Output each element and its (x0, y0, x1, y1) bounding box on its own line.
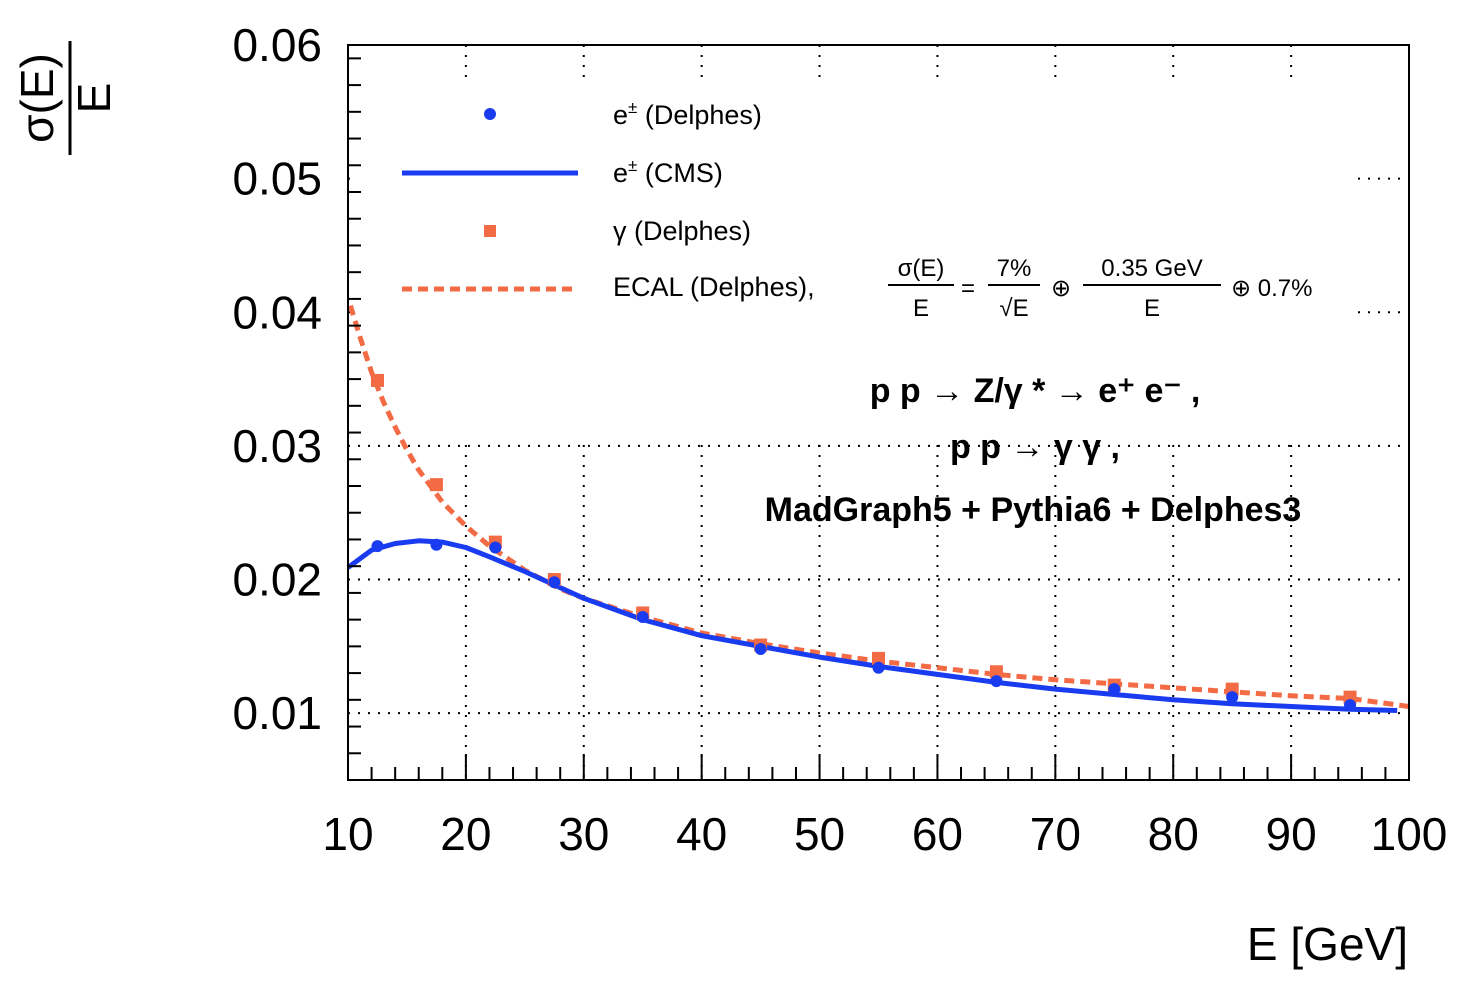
x-tick-labels: 10 20 30 40 50 60 70 80 90 100 (322, 808, 1447, 860)
x-axis-title: E [GeV] (1247, 918, 1408, 970)
y-tick-labels: 0.01 0.02 0.03 0.04 0.05 0.06 (232, 19, 322, 739)
plot-frame (347, 44, 1410, 781)
y-tick-label: 0.01 (232, 687, 322, 739)
x-tick-label: 80 (1148, 808, 1199, 860)
y-tick-label: 0.02 (232, 554, 322, 606)
y-axis-title: σ(E) E (11, 41, 120, 155)
annotation-diphoton: p p → γ γ , (950, 428, 1120, 466)
formula-oplus-constant: ⊕ 0.7% (1231, 275, 1312, 302)
formula-term1-denominator: √E (999, 295, 1028, 322)
x-tick-label: 90 (1266, 808, 1317, 860)
electron-data-point (489, 541, 502, 554)
legend-marker-electron-delphes (484, 108, 496, 120)
resolution-formula: σ(E) E = 7% √E ⊕ 0.35 GeV E ⊕ 0.7% (888, 255, 1312, 322)
x-tick-label: 50 (794, 808, 845, 860)
plot-series (346, 304, 1410, 713)
x-tick-label: 10 (322, 808, 373, 860)
electron-data-point (430, 538, 443, 551)
formula-lhs-numerator: σ(E) (898, 255, 945, 282)
x-tick-label: 70 (1030, 808, 1081, 860)
legend-label-electron-cms: e± (CMS) (613, 156, 723, 188)
y-tick-label: 0.04 (232, 286, 322, 338)
electron-data-point (548, 576, 561, 589)
photon-data-point (429, 478, 443, 492)
electron-data-point (636, 610, 649, 623)
electron-data-point (1344, 699, 1357, 712)
x-tick-label: 30 (558, 808, 609, 860)
electron-data-point (754, 643, 767, 656)
y-tick-label: 0.03 (232, 420, 322, 472)
x-tick-label: 60 (912, 808, 963, 860)
legend-marker-photon-delphes (484, 225, 496, 237)
formula-term1-numerator: 7% (997, 255, 1032, 282)
electron-data-point (872, 661, 885, 674)
x-tick-label: 40 (676, 808, 727, 860)
annotation-generators: MadGraph5 + Pythia6 + Delphes3 (765, 491, 1302, 529)
axis-ticks (347, 57, 1410, 781)
legend: e± (Delphes) e± (CMS) γ (Delphes) ECAL (… (402, 98, 1312, 322)
y-tick-label: 0.06 (232, 19, 322, 71)
electron-data-point (990, 675, 1003, 688)
formula-oplus-1: ⊕ (1051, 275, 1071, 302)
y-axis-title-numerator: σ(E) (11, 53, 63, 143)
x-tick-label: 20 (440, 808, 491, 860)
legend-background (352, 84, 1352, 444)
y-tick-label: 0.05 (232, 153, 322, 205)
photon-data-point (872, 651, 885, 665)
y-axis-title-denominator: E (68, 83, 120, 114)
legend-label-photon-delphes: γ (Delphes) (613, 216, 751, 246)
photon-data-point (370, 373, 384, 387)
legend-label-ecal-delphes: ECAL (Delphes), (613, 272, 815, 302)
photon-data-point (989, 665, 1003, 679)
electron-data-point (371, 540, 384, 553)
formula-equals: = (961, 275, 975, 302)
formula-term2-numerator: 0.35 GeV (1101, 255, 1202, 282)
formula-lhs-denominator: E (913, 295, 929, 322)
cms-resolution-curve (346, 538, 1398, 713)
electron-data-point (1226, 691, 1239, 704)
x-tick-label: 100 (1371, 808, 1448, 860)
electron-data-point (1108, 683, 1121, 696)
annotation-drell-yan: p p → Z/γ * → e⁺ e⁻ , (870, 372, 1201, 410)
process-annotations: p p → Z/γ * → e⁺ e⁻ , p p → γ γ , MadGra… (765, 372, 1302, 529)
legend-label-electron-delphes: e± (Delphes) (613, 98, 762, 130)
formula-term2-denominator: E (1144, 295, 1160, 322)
